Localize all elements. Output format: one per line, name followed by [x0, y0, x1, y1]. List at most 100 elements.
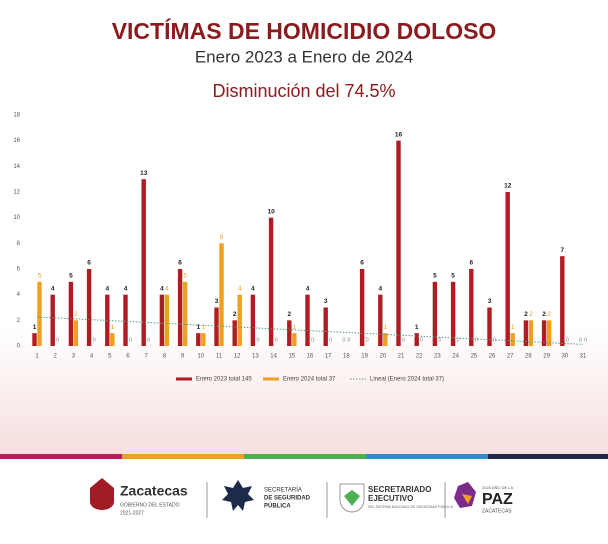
data-label: 0 [566, 337, 569, 343]
y-tick-label: 10 [13, 215, 20, 221]
x-tick-label: 19 [361, 354, 368, 360]
data-label: 6 [469, 260, 473, 267]
bar [159, 294, 165, 346]
data-label: 0 [579, 337, 582, 343]
bar [164, 294, 170, 346]
bar [528, 320, 534, 346]
x-tick-label: 24 [452, 354, 459, 360]
x-tick-label: 22 [416, 354, 423, 360]
data-label: 1 [201, 324, 205, 331]
bar [541, 320, 547, 346]
x-tick-label: 15 [288, 354, 295, 360]
data-label: 4 [378, 285, 382, 292]
x-tick-label: 20 [379, 354, 386, 360]
data-label: 0 [275, 337, 278, 343]
data-label: 7 [560, 247, 564, 254]
bar [201, 333, 206, 346]
bar [505, 192, 510, 346]
data-label: 4 [251, 285, 255, 292]
y-tick-label: 12 [13, 190, 20, 196]
data-label: 0 [311, 337, 314, 343]
x-tick-label: 11 [216, 354, 223, 360]
data-label: 0 [366, 337, 369, 343]
chart-subtitle: Enero 2023 a Enero de 2024 [195, 47, 413, 66]
x-tick-label: 7 [145, 354, 149, 360]
data-label: 0 [438, 337, 441, 343]
bar [523, 320, 529, 346]
bar [141, 179, 146, 346]
bar [469, 269, 474, 346]
data-label: 0 [475, 337, 478, 343]
data-label: 10 [267, 208, 275, 215]
x-tick-label: 3 [72, 354, 76, 360]
data-label: 8 [220, 234, 224, 241]
data-label: 2 [529, 311, 533, 318]
data-label: 2 [287, 311, 291, 318]
data-label: 0 [402, 337, 405, 343]
bar [560, 256, 565, 346]
x-tick-label: 1 [35, 354, 39, 360]
data-label: 3 [324, 298, 328, 305]
bar [305, 294, 310, 346]
y-tick-label: 14 [13, 164, 20, 170]
logo-text: ZACATECAS [482, 508, 512, 514]
x-tick-label: 23 [434, 354, 441, 360]
data-label: 2 [542, 311, 546, 318]
data-label: 1 [33, 324, 37, 331]
logo-text: 2024 AÑO DE LA [482, 485, 513, 490]
legend-swatch [176, 377, 192, 381]
data-label: 13 [140, 170, 148, 177]
y-tick-label: 6 [17, 267, 21, 273]
bar [196, 333, 201, 346]
chart-title: VICTÍMAS DE HOMICIDIO DOLOSO [112, 17, 497, 44]
legend-label: Lineal (Enero 2024 total 37) [370, 377, 444, 383]
x-tick-label: 17 [325, 354, 332, 360]
data-label: 5 [451, 273, 455, 280]
x-tick-label: 6 [126, 354, 130, 360]
x-tick-label: 25 [470, 354, 477, 360]
logo-text: SECRETARIADO [368, 485, 431, 494]
x-tick-label: 28 [525, 354, 532, 360]
x-tick-label: 18 [343, 354, 350, 360]
color-band [0, 454, 608, 459]
logo-text: 2021-2027 [120, 510, 144, 516]
bar [73, 320, 79, 346]
logo-text: Zacatecas [120, 483, 188, 499]
logo-shield [90, 478, 114, 510]
data-label: 2 [233, 311, 237, 318]
bar [32, 333, 37, 346]
x-tick-label: 30 [561, 354, 568, 360]
bar [110, 333, 115, 346]
bar [546, 320, 552, 346]
y-tick-label: 18 [13, 113, 20, 119]
y-tick-label: 4 [17, 292, 21, 298]
x-tick-label: 21 [398, 354, 405, 360]
bar [323, 307, 328, 346]
data-label: 5 [38, 273, 42, 280]
bar [292, 333, 297, 346]
logo-text: EJECUTIVO [368, 494, 413, 503]
x-tick-label: 14 [270, 354, 277, 360]
bar [219, 243, 224, 346]
y-tick-label: 2 [17, 318, 21, 324]
data-label: 0 [493, 337, 496, 343]
data-label: 4 [238, 285, 242, 292]
bar [432, 281, 438, 346]
background [0, 0, 608, 456]
data-label: 0 [347, 337, 350, 343]
x-tick-label: 10 [197, 354, 204, 360]
legend-label: Enero 2024 total 37 [283, 377, 336, 383]
data-label: 5 [69, 273, 73, 280]
data-label: 0 [329, 337, 332, 343]
data-label: 0 [420, 337, 423, 343]
data-label: 1 [196, 324, 200, 331]
data-label: 4 [165, 285, 169, 292]
data-label: 5 [433, 273, 437, 280]
logo-text: DE SEGURIDAD [264, 496, 311, 502]
footer: Zacatecas GOBIERNO DEL ESTADO 2021-2027 … [90, 478, 513, 518]
bar [450, 281, 456, 346]
bar [268, 217, 274, 346]
data-label: 0 [129, 337, 132, 343]
data-label: 16 [395, 131, 403, 138]
